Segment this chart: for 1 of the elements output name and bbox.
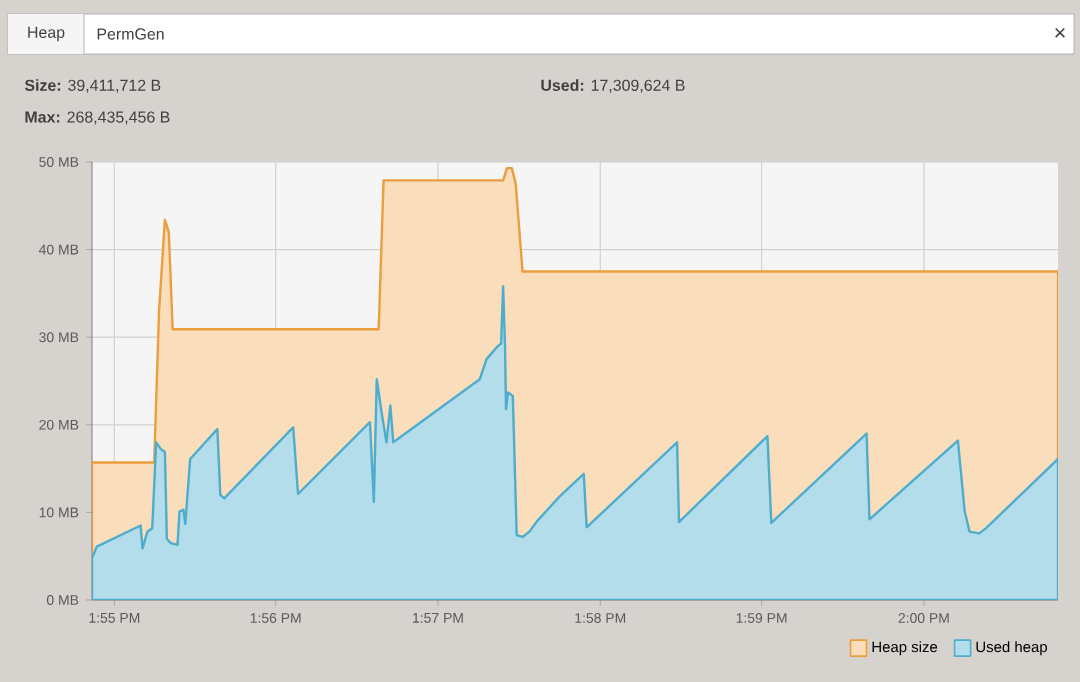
text: × (1055, 27, 1065, 38)
